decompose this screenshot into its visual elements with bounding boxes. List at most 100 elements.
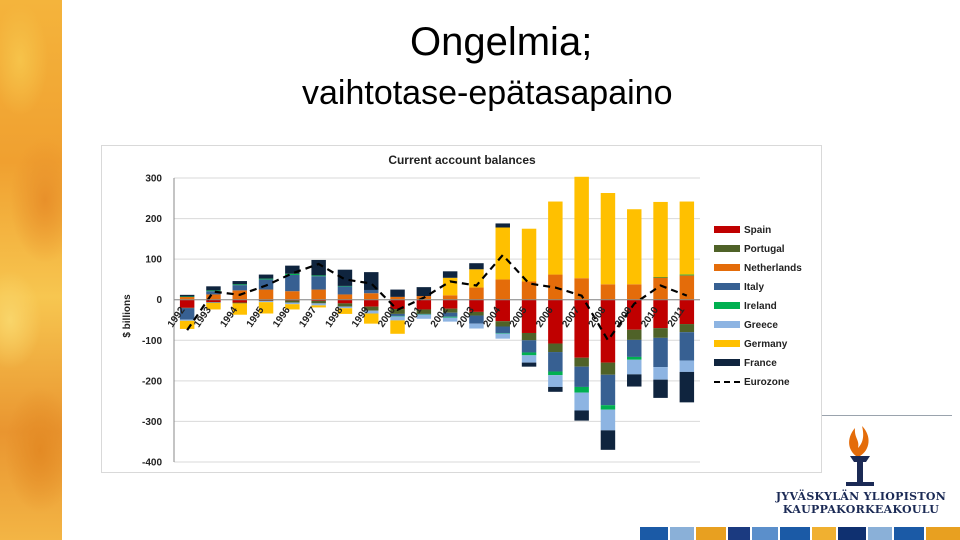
bar-france-2007 [574, 410, 589, 421]
x-tick-label: 1997 [297, 305, 319, 330]
bar-italy-2004 [495, 326, 510, 333]
bar-spain-2004 [495, 299, 510, 322]
bar-italy-1998 [337, 286, 353, 295]
bar-italy-1993 [206, 291, 221, 295]
bar-greece-1999 [364, 310, 379, 314]
bar-ireland-2010 [653, 276, 668, 278]
bar-italy-1996 [285, 274, 300, 292]
bar-spain-1994 [232, 299, 247, 303]
bar-germany-2007 [574, 176, 589, 279]
bar-portugal-1999 [364, 306, 379, 311]
bar-portugal-1992 [179, 307, 195, 309]
bar-spain-2001 [416, 299, 432, 310]
y-tick-label: 100 [145, 255, 162, 266]
bar-france-2002 [442, 271, 458, 278]
bar-ireland-2005 [521, 352, 537, 356]
legend-swatch-netherlands [714, 264, 740, 271]
logo-text-line2: KAUPPAKORKEAKOULU [782, 503, 940, 516]
bar-spain-2008 [600, 299, 616, 363]
bar-spain-1997 [311, 299, 326, 301]
bar-germany-2011 [679, 201, 695, 275]
bar-greece-2001 [416, 314, 432, 319]
bar-portugal-2009 [627, 329, 642, 340]
bar-ireland-1995 [258, 278, 274, 280]
y-axis-label: $ billions [122, 294, 133, 338]
bar-france-2000 [390, 289, 405, 297]
y-tick-label: 0 [156, 295, 162, 306]
legend-label-eurozone: Eurozone [744, 377, 790, 388]
footer-tile [728, 527, 750, 540]
legend-swatch-greece [714, 321, 740, 328]
legend-label-ireland: Ireland [744, 301, 777, 312]
bar-netherlands-2005 [521, 281, 537, 300]
bar-greece-2002 [442, 317, 458, 322]
bar-germany-1992 [179, 320, 195, 329]
bar-portugal-2006 [548, 343, 563, 353]
bar-france-1997 [311, 259, 326, 276]
legend-label-netherlands: Netherlands [744, 263, 802, 274]
footer-tile [780, 527, 810, 540]
bar-spain-2002 [442, 299, 458, 309]
bar-germany-1995 [258, 302, 274, 314]
bar-germany-1998 [337, 308, 353, 314]
bar-italy-2008 [600, 374, 616, 406]
bar-greece-1997 [311, 303, 326, 306]
bar-portugal-1993 [206, 302, 221, 303]
bar-portugal-2004 [495, 321, 510, 327]
footer-tile [752, 527, 778, 540]
bar-germany-2003 [469, 269, 484, 288]
bar-france-2009 [627, 374, 642, 387]
bar-spain-1999 [364, 299, 379, 307]
legend-swatch-ireland [714, 302, 740, 309]
bar-ireland-1998 [337, 285, 353, 287]
bar-france-1994 [232, 281, 247, 285]
bar-greece-2010 [653, 367, 668, 380]
bar-portugal-1996 [285, 300, 300, 303]
bar-netherlands-1998 [337, 294, 353, 300]
bar-greece-2007 [574, 392, 589, 411]
bar-greece-1993 [206, 302, 221, 304]
legend-label-italy: Italy [744, 282, 764, 293]
bar-italy-2006 [548, 352, 563, 372]
bar-italy-2009 [627, 339, 642, 357]
bar-netherlands-2011 [679, 275, 695, 300]
legend-swatch-spain [714, 226, 740, 233]
legend-label-portugal: Portugal [744, 244, 785, 255]
bar-portugal-1998 [337, 303, 353, 307]
bar-germany-1996 [285, 304, 300, 310]
bar-italy-2002 [442, 312, 458, 317]
bar-france-2003 [469, 263, 484, 270]
decorative-footer-tiles [640, 527, 960, 540]
bar-ireland-1994 [232, 284, 247, 286]
bar-spain-2009 [627, 299, 642, 330]
bar-france-2008 [600, 430, 616, 450]
divider-line [822, 415, 952, 416]
y-tick-label: -200 [142, 376, 162, 387]
slide-title: Ongelmia; [410, 20, 593, 64]
legend-swatch-italy [714, 283, 740, 290]
bar-netherlands-1995 [258, 289, 274, 300]
bar-spain-2006 [548, 299, 563, 344]
bar-netherlands-2003 [469, 287, 484, 300]
y-tick-label: 200 [145, 214, 162, 225]
bar-netherlands-2008 [600, 284, 616, 300]
legend-label-germany: Germany [744, 339, 788, 350]
bar-ireland-1996 [285, 273, 300, 275]
bar-italy-2003 [469, 315, 484, 324]
bar-france-2010 [653, 379, 668, 398]
legend-label-spain: Spain [744, 225, 771, 236]
bar-greece-2011 [679, 360, 695, 372]
university-logo: JYVÄSKYLÄN YLIOPISTON KAUPPAKORKEAKOULU [760, 420, 960, 520]
bar-germany-2000 [390, 320, 405, 334]
y-tick-label: -100 [142, 336, 162, 347]
bar-france-1998 [337, 269, 353, 286]
bar-ireland-2001 [416, 314, 432, 315]
bar-portugal-2000 [390, 309, 405, 314]
bar-spain-2003 [469, 299, 484, 312]
bar-ireland-2009 [627, 356, 642, 360]
bar-greece-1996 [285, 302, 300, 305]
bar-portugal-2010 [653, 328, 668, 338]
logo-text-line1: JYVÄSKYLÄN YLIOPISTON [775, 490, 947, 503]
bar-greece-2006 [548, 375, 563, 387]
bar-spain-1998 [337, 299, 353, 304]
